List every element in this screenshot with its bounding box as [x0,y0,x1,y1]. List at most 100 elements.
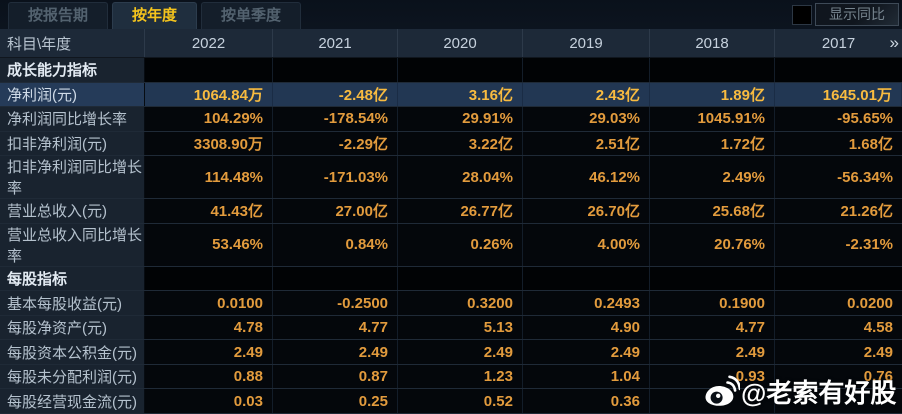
show-yoy-label[interactable]: 显示同比 [815,3,899,26]
cell-value: 1.04 [523,364,650,389]
year-header-2018[interactable]: 2018 [650,29,775,57]
row-label: 扣非净利润(元) [0,131,145,156]
cell-value: 104.29% [145,107,273,131]
cell-value [523,266,650,291]
cell-value [775,266,902,291]
table-row[interactable]: 每股指标 [0,266,902,292]
row-label: 每股未分配利润(元) [0,364,145,389]
cell-value [273,266,398,291]
cell-value [145,58,273,82]
cell-value: 1.72亿 [650,131,775,156]
cell-value: 29.03% [523,107,650,131]
cell-value: 0.1900 [650,291,775,315]
cell-value: 1.89亿 [650,82,775,107]
cell-value [398,58,523,82]
cell-value: 0.52 [398,389,523,414]
year-header-2022[interactable]: 2022 [145,29,273,57]
cell-value: 0.0200 [775,291,902,315]
year-header-label: 2017 [821,34,856,52]
cell-value: 0.3200 [398,291,523,315]
table-row[interactable]: 营业总收入同比增长率 53.46% 0.84% 0.26% 4.00% 20.76% -2.… [0,223,902,267]
cell-value: 2.49 [273,340,398,364]
tab-by-report-period[interactable]: 按报告期 [8,2,109,29]
row-label: 净利润同比增长率 [0,107,145,131]
cell-value: 0.26% [398,223,523,266]
show-yoy-checkbox[interactable] [792,5,812,25]
cell-value: 4.77 [650,315,775,340]
row-label: 每股指标 [0,266,145,291]
cell-value: 1645.01万 [775,82,902,107]
cell-value: -56.34% [775,156,902,199]
table-row[interactable]: 净利润同比增长率 104.29% -178.54% 29.91% 29.03% 1045.… [0,107,902,132]
tab-by-year[interactable]: 按年度 [112,2,198,29]
cell-value: 0.87 [273,364,398,389]
cell-value: 41.43亿 [145,199,273,223]
cell-value: 2.49 [523,340,650,364]
cell-value: 4.58 [775,315,902,340]
cell-value: 0.2493 [523,291,650,315]
cell-value: 4.78 [145,315,273,340]
cell-value: 2.43亿 [523,82,650,107]
cell-value: 114.48% [145,156,273,199]
cell-value: 2.49% [650,156,775,199]
cell-value [775,58,902,82]
row-label: 每股资本公积金(元) [0,340,145,364]
row-label: 每股净资产(元) [0,315,145,340]
cell-value: 27.00亿 [273,199,398,223]
cell-value: 29.91% [398,107,523,131]
row-label: 营业总收入同比增长率 [0,223,145,266]
cell-value [650,389,775,414]
cell-value: -2.48亿 [273,82,398,107]
tab-by-quarter[interactable]: 按单季度 [201,2,302,29]
table-row[interactable]: 每股资本公积金(元) 2.49 2.49 2.49 2.49 2.49 2.49 [0,340,902,365]
cell-value: 0.76 [775,364,902,389]
year-header-2021[interactable]: 2021 [273,29,398,57]
year-header-2020[interactable]: 2020 [398,29,523,57]
table-row[interactable]: 扣非净利润(元) 3308.90万 -2.29亿 3.22亿 2.51亿 1.72亿 1.6… [0,131,902,157]
table-row[interactable]: 基本每股收益(元) 0.0100 -0.2500 0.3200 0.2493 0.1900… [0,291,902,316]
year-header-2017[interactable]: 2017 » [775,29,902,57]
more-years-button[interactable]: » [889,33,900,52]
cell-value: 25.68亿 [650,199,775,223]
cell-value: 21.26亿 [775,199,902,223]
cell-value: 0.84% [273,223,398,266]
row-label: 营业总收入(元) [0,199,145,223]
tab-bar: 按报告期 按年度 按单季度 显示同比 [0,0,902,29]
cell-value: 4.00% [523,223,650,266]
year-header-2019[interactable]: 2019 [523,29,650,57]
table-row[interactable]: 每股净资产(元) 4.78 4.77 5.13 4.90 4.77 4.58 [0,315,902,341]
cell-value: 3.16亿 [398,82,523,107]
cell-value: 2.51亿 [523,131,650,156]
cell-value: 2.49 [398,340,523,364]
table-row[interactable]: 净利润(元) 1064.84万 -2.48亿 3.16亿 2.43亿 1.89亿 1645.… [0,82,902,108]
cell-value: 0.36 [523,389,650,414]
cell-value: -178.54% [273,107,398,131]
cell-value [273,58,398,82]
cell-value [523,58,650,82]
cell-value: 28.04% [398,156,523,199]
cell-value: 4.77 [273,315,398,340]
cell-value: 0.25 [273,389,398,414]
cell-value: -2.29亿 [273,131,398,156]
cell-value: 46.12% [523,156,650,199]
table-row[interactable]: 每股经营现金流(元) 0.03 0.25 0.52 0.36 [0,389,902,414]
table-body: 成长能力指标 净利润(元) 1064.84万 -2.48亿 3.16亿 2.43亿 1.89… [0,58,902,414]
row-label: 净利润(元) [0,82,145,107]
cell-value: 2.49 [775,340,902,364]
table-row[interactable]: 每股未分配利润(元) 0.88 0.87 1.23 1.04 0.93 0.76 [0,364,902,390]
cell-value: 0.88 [145,364,273,389]
table-header: 科目\年度 2022 2021 2020 2019 2018 2017 » [0,29,902,58]
cell-value: 1045.91% [650,107,775,131]
cell-value: 3308.90万 [145,131,273,156]
cell-value: -0.2500 [273,291,398,315]
table-row[interactable]: 扣非净利润同比增长率 114.48% -171.03% 28.04% 46.12% 2.4… [0,156,902,200]
table-row[interactable]: 营业总收入(元) 41.43亿 27.00亿 26.77亿 26.70亿 25.68亿 21… [0,199,902,224]
row-label: 扣非净利润同比增长率 [0,156,145,199]
cell-value [650,266,775,291]
cell-value: 20.76% [650,223,775,266]
corner-header: 科目\年度 [0,29,145,57]
table-row[interactable]: 成长能力指标 [0,58,902,83]
row-label: 成长能力指标 [0,58,145,82]
cell-value: -95.65% [775,107,902,131]
